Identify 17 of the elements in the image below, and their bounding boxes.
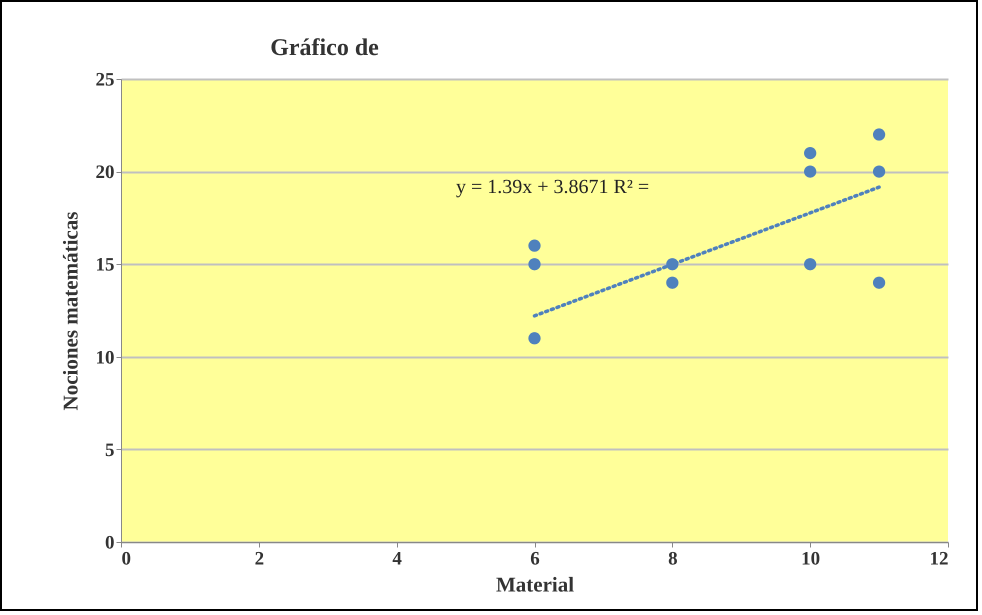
y-tick-label: 20 xyxy=(96,162,114,184)
annotation: y = 1.39x + 3.8671 R² = xyxy=(456,176,650,198)
y-axis-title: Nociones matemáticas xyxy=(58,212,82,410)
x-tick-label: 2 xyxy=(254,548,264,570)
y-tick-label: 15 xyxy=(96,254,114,276)
x-tick-label: 8 xyxy=(668,548,678,570)
x-tick-label: 0 xyxy=(122,548,131,570)
x-tick-label: 12 xyxy=(930,548,948,570)
y-tick-label: 25 xyxy=(96,70,114,90)
chart-title: Gráfico de xyxy=(270,35,380,61)
x-axis-title: Material xyxy=(496,572,574,596)
x-tick-label: 10 xyxy=(801,548,820,570)
y-tick-label: 10 xyxy=(96,347,114,368)
y-tick-label: 5 xyxy=(105,440,114,461)
x-tick-label: 6 xyxy=(530,548,540,570)
x-tick-label: 4 xyxy=(392,548,402,570)
y-tick-label: 0 xyxy=(105,532,114,554)
